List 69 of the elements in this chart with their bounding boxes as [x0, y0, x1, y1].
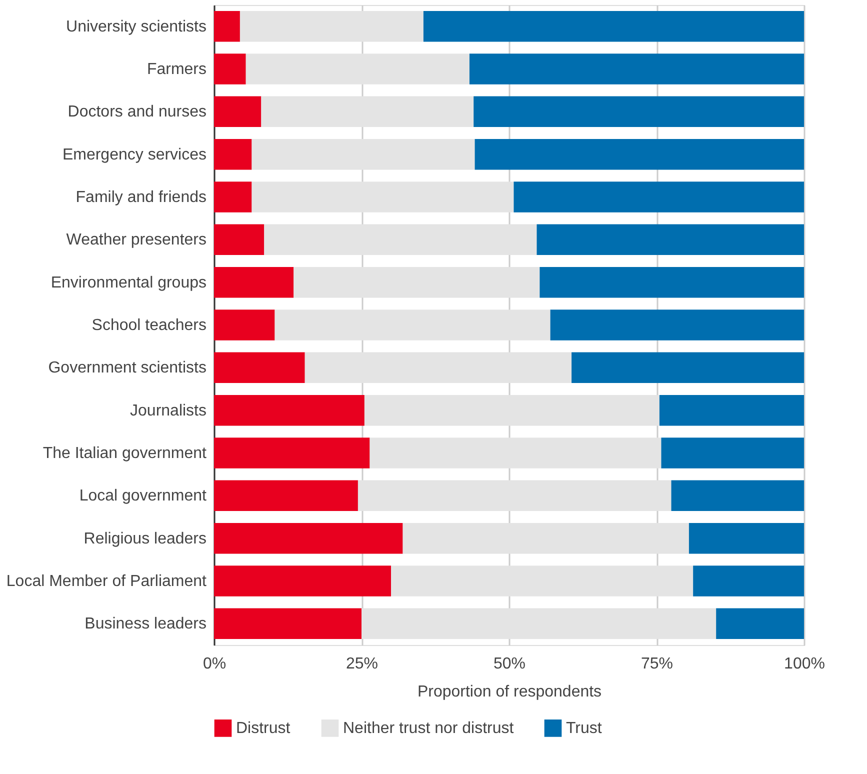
bar	[261, 96, 474, 128]
y-tick-label: Local government	[79, 488, 208, 505]
bar	[362, 608, 716, 640]
bar	[252, 138, 475, 170]
bar	[214, 182, 252, 212]
bar	[659, 394, 804, 426]
bar	[214, 10, 240, 42]
bar	[671, 480, 804, 512]
bar	[246, 54, 470, 84]
bar	[364, 394, 660, 426]
y-tick-label: University scientists	[66, 18, 206, 36]
bar	[536, 224, 804, 256]
x-tick-label: 50%	[493, 656, 526, 672]
bar	[693, 566, 804, 596]
y-tick-label: Farmers	[146, 61, 206, 78]
bar	[252, 182, 514, 212]
x-tick-label: 25%	[346, 656, 378, 672]
bar	[358, 480, 672, 512]
bar	[214, 608, 362, 640]
legend-label: Neither trust nor distrust	[343, 720, 514, 738]
y-tick-label: School teachers	[92, 317, 206, 334]
bar	[274, 310, 550, 340]
y-tick-label: The Italian government	[42, 445, 208, 462]
bar	[294, 266, 540, 298]
bar	[572, 352, 804, 384]
bar	[514, 182, 804, 212]
bar	[240, 10, 424, 42]
bar	[304, 352, 572, 384]
bar	[214, 480, 358, 512]
bar	[214, 394, 364, 426]
bar	[402, 522, 689, 554]
bar	[214, 54, 246, 84]
x-axis-title: Proportion of respondents	[417, 684, 602, 700]
bar	[540, 266, 804, 298]
y-tick-label: Journalists	[130, 402, 206, 420]
bar	[688, 522, 804, 554]
bar	[474, 96, 804, 128]
bar	[214, 566, 391, 596]
y-tick-label: Environmental groups	[50, 274, 206, 292]
y-tick-label: Emergency services	[62, 146, 206, 164]
bar	[469, 54, 804, 84]
legend-label: Distrust	[236, 720, 291, 738]
y-tick-label: Government scientists	[48, 360, 206, 377]
x-tick-label: 100%	[784, 656, 825, 672]
bar	[661, 438, 804, 468]
bar	[423, 10, 804, 42]
bar	[214, 96, 262, 128]
bar	[264, 224, 537, 256]
bar	[474, 138, 804, 170]
bar	[214, 352, 305, 384]
bar	[214, 522, 403, 554]
y-tick-label: Weather presenters	[66, 232, 206, 249]
bar	[214, 438, 370, 468]
bar	[214, 266, 294, 298]
bar	[214, 138, 252, 170]
bar	[716, 608, 804, 640]
y-tick-label: Religious leaders	[84, 530, 206, 548]
bar	[370, 438, 662, 468]
bar	[550, 310, 804, 340]
bar	[214, 224, 264, 256]
y-tick-label: Local Member of Parliament	[6, 573, 208, 590]
bar	[214, 310, 275, 340]
bar	[391, 566, 694, 596]
x-tick-label: 75%	[640, 656, 674, 672]
y-tick-label: Family and friends	[76, 189, 206, 206]
x-tick-label: 0%	[202, 656, 226, 672]
legend-label: Trust	[566, 720, 602, 738]
y-tick-label: Doctors and nurses	[68, 104, 206, 121]
y-tick-label: Business leaders	[84, 616, 206, 633]
